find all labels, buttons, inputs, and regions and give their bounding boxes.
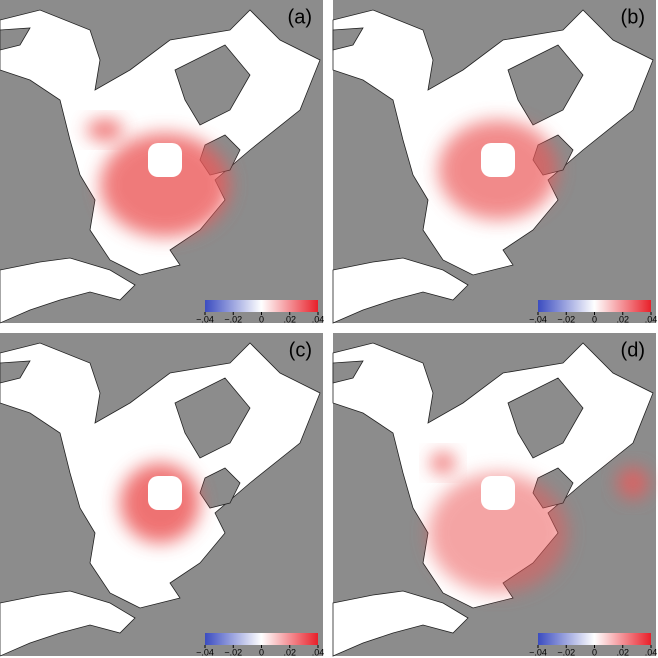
anomaly-region	[100, 133, 230, 237]
colorbar-tick-label: .04	[645, 647, 658, 657]
map-panel: (a) −.04 −.02 0 .02 .04	[0, 0, 324, 324]
panel-label: (c)	[289, 339, 312, 361]
colorbar-tick-label: −.02	[224, 314, 242, 324]
colorbar	[205, 300, 318, 312]
pole-hole	[148, 143, 182, 177]
map-panel: (c) −.04 −.02 0 .02 .04	[0, 332, 325, 657]
colorbar	[538, 300, 651, 312]
anomaly-region	[431, 453, 455, 473]
colorbar-tick-label: −.02	[224, 647, 242, 657]
colorbar-tick-label: −.04	[529, 314, 547, 324]
anomaly-region	[87, 120, 123, 140]
colorbar-tick-label: −.04	[529, 647, 547, 657]
map-panel: (d) −.04 −.02 0 .02 .04	[332, 332, 658, 657]
colorbar-tick-label: .04	[312, 647, 325, 657]
pole-hole	[481, 143, 515, 177]
panel-label: (d)	[621, 339, 645, 361]
colorbar	[538, 633, 651, 645]
colorbar	[205, 633, 318, 645]
colorbar-tick-label: 0	[259, 314, 264, 324]
pole-hole	[481, 476, 515, 510]
pole-hole	[148, 476, 182, 510]
colorbar-tick-label: .02	[616, 647, 629, 657]
colorbar-tick-label: −.02	[557, 314, 575, 324]
panel-label: (b)	[621, 6, 645, 28]
colorbar-tick-label: −.04	[196, 314, 214, 324]
colorbar-tick-label: .04	[312, 314, 325, 324]
colorbar-tick-label: .02	[616, 314, 629, 324]
map-panel: (b) −.04 −.02 0 .02 .04	[332, 0, 658, 324]
anomaly-region	[617, 467, 649, 499]
colorbar-tick-label: 0	[259, 647, 264, 657]
panel-label: (a)	[288, 6, 312, 28]
colorbar-tick-label: .02	[283, 314, 296, 324]
anomaly-region	[428, 473, 568, 593]
colorbar-tick-label: 0	[592, 647, 597, 657]
colorbar-tick-label: −.04	[196, 647, 214, 657]
colorbar-tick-label: .02	[283, 647, 296, 657]
colorbar-tick-label: 0	[592, 314, 597, 324]
colorbar-tick-label: −.02	[557, 647, 575, 657]
colorbar-tick-label: .04	[645, 314, 658, 324]
